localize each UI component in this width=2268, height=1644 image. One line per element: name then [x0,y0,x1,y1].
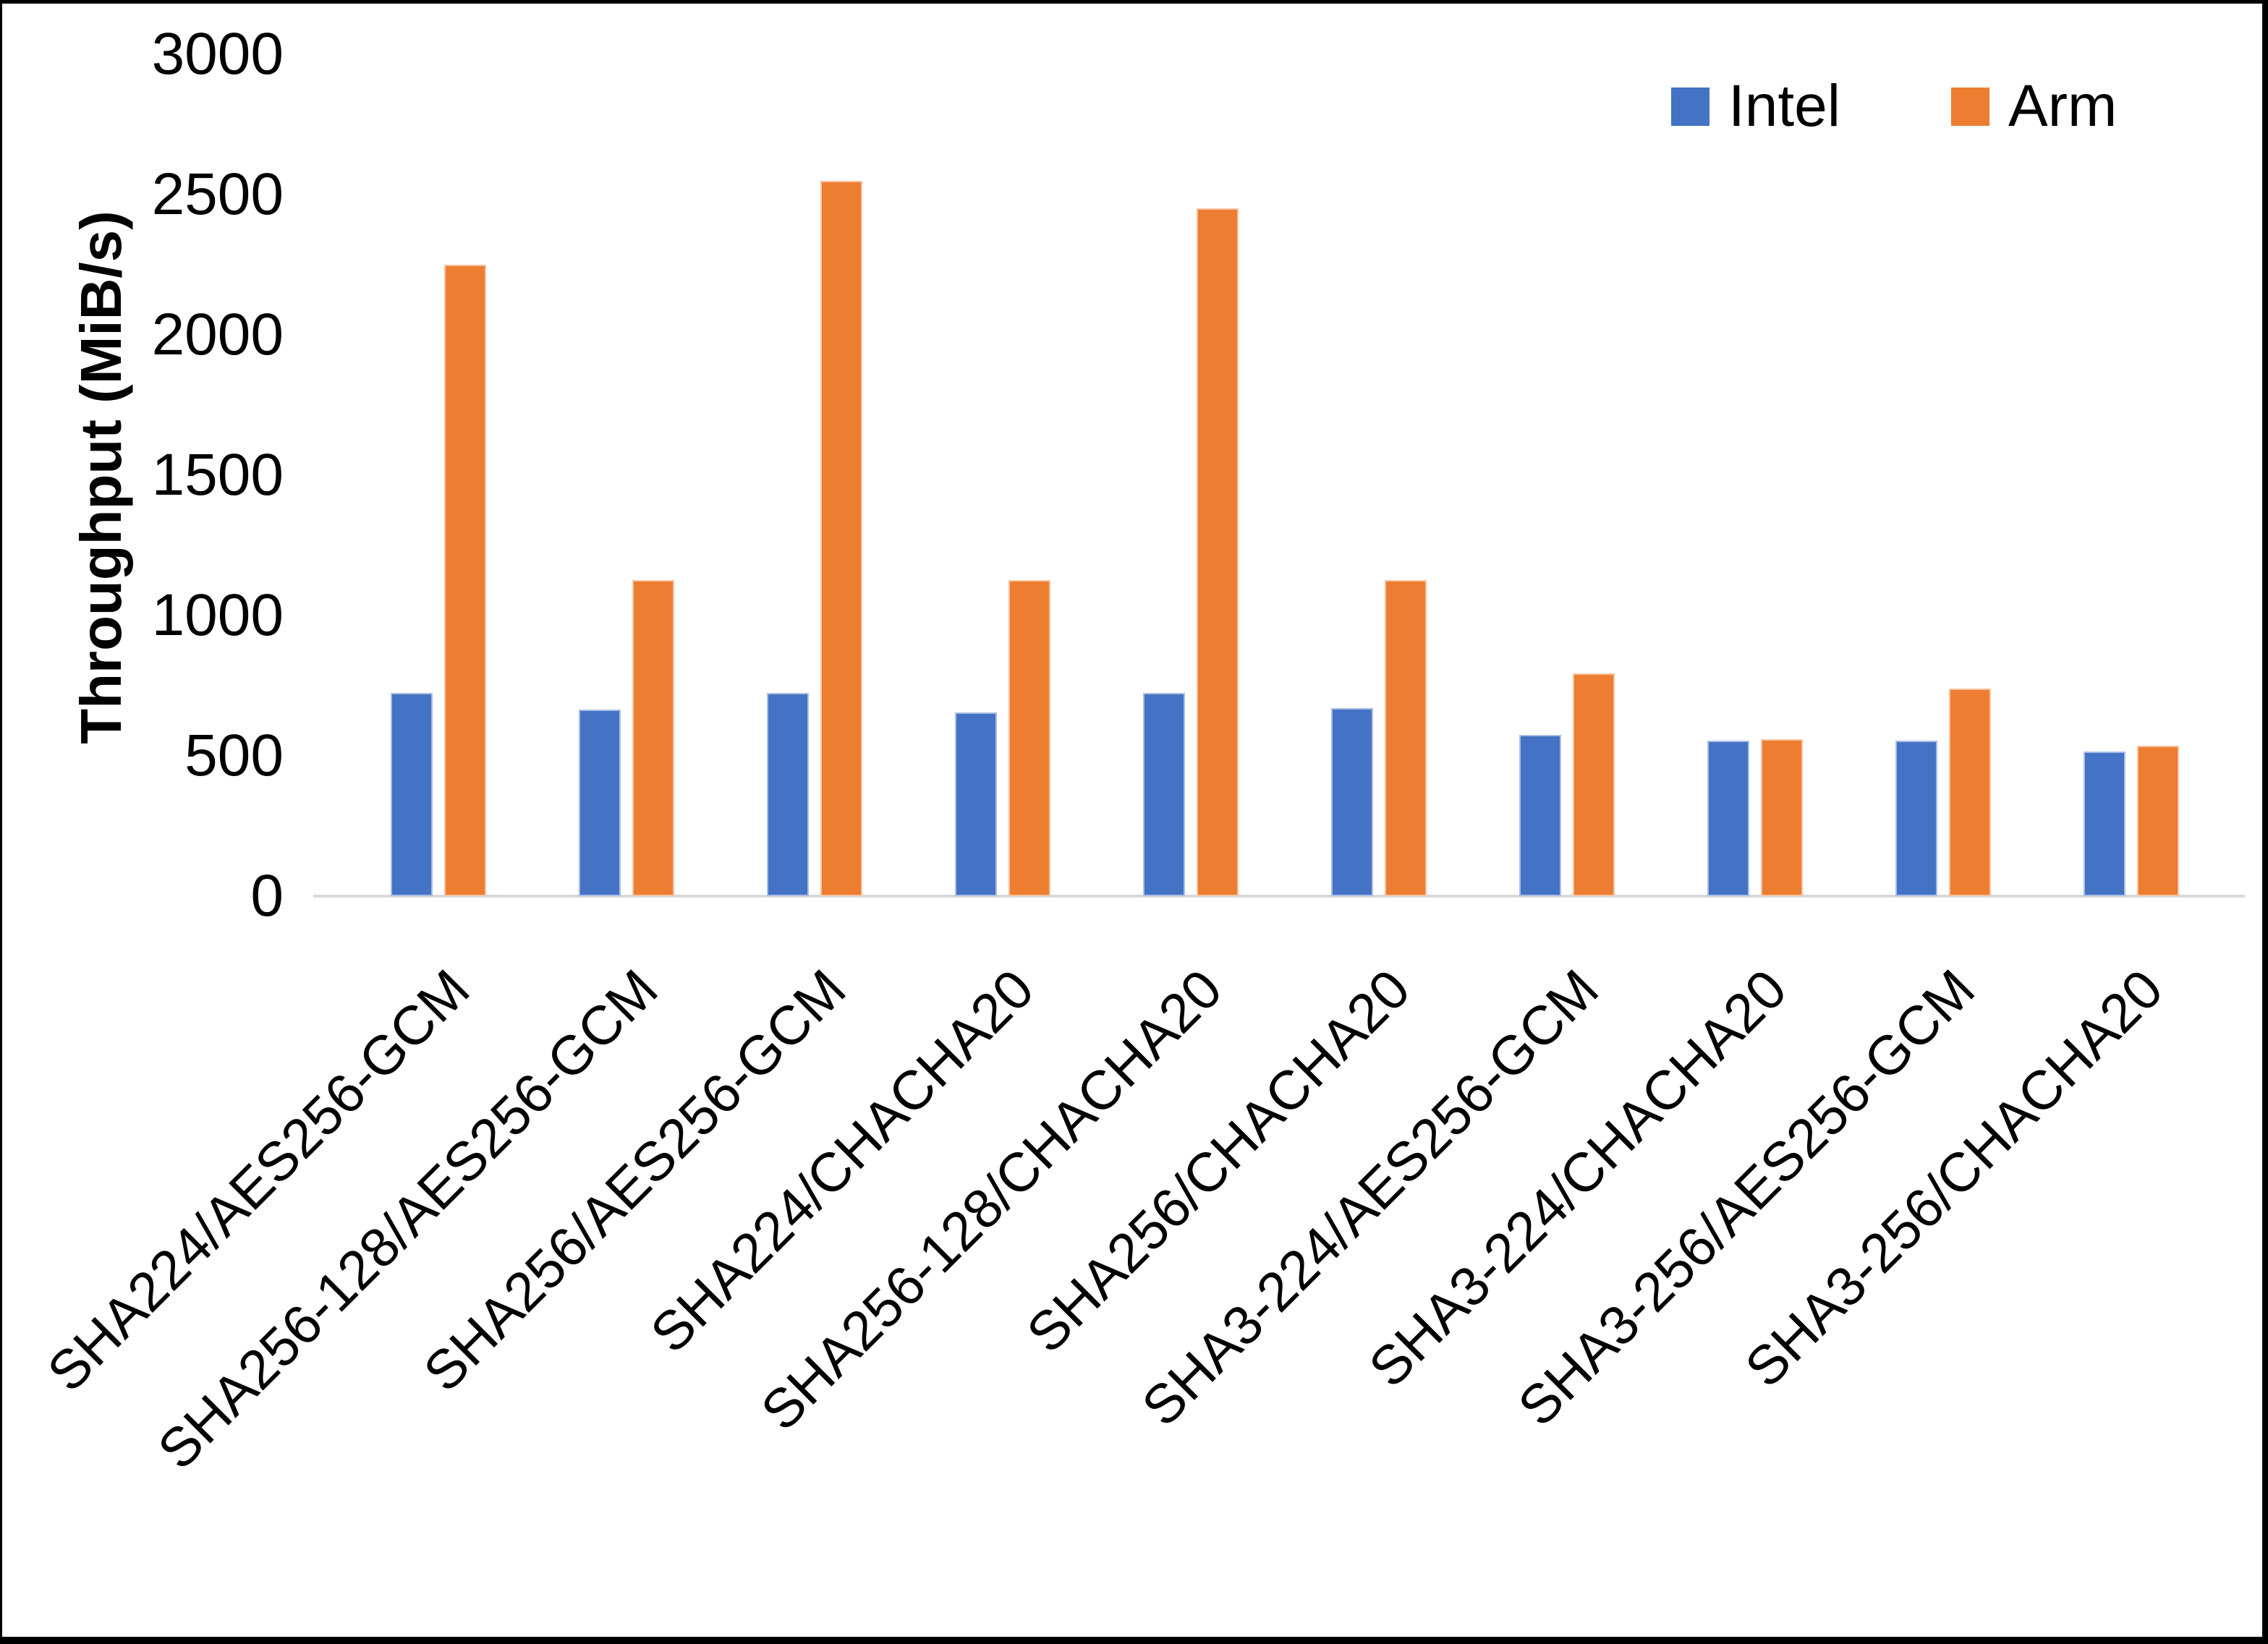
bar-arm-4 [1197,208,1239,896]
bar-arm-7 [1761,739,1803,896]
legend-item-intel: Intel [1671,77,1840,136]
y-tick-label: 1000 [151,582,284,648]
bar-intel-9 [2084,751,2125,896]
y-tick-label: 3000 [151,21,284,87]
bar-arm-2 [820,181,862,896]
x-axis-line [313,895,2245,898]
legend-label: Intel [1728,73,1840,139]
legend-item-arm: Arm [1951,77,2117,136]
figure-border-top [0,0,2268,4]
figure-border-left [0,0,2,1644]
bar-arm-6 [1573,673,1615,896]
y-tick-label: 2500 [151,161,284,227]
bar-arm-9 [2137,746,2179,896]
bar-intel-0 [391,693,433,896]
bar-arm-5 [1385,580,1427,896]
y-tick-label: 1500 [151,442,284,508]
figure-border-right [2262,0,2268,1644]
bar-intel-4 [1143,693,1185,896]
bar-arm-3 [1008,580,1050,896]
y-tick-label: 2000 [151,302,284,367]
x-category-label: SHA256/CHACHA20 [1015,958,1422,1365]
y-tick-label: 0 [250,863,284,929]
legend-swatch-arm [1951,87,1989,126]
x-category-label: SHA224/CHACHA20 [639,958,1046,1365]
y-axis-title: Throughput (MiB/s) [69,210,133,744]
y-tick-label: 500 [184,723,284,788]
legend-label: Arm [2008,73,2118,139]
bar-intel-2 [767,693,809,896]
figure-border-bottom [0,1637,2268,1644]
bar-intel-3 [955,712,997,896]
bar-intel-1 [579,710,621,896]
bar-intel-8 [1895,741,1937,896]
bar-arm-8 [1949,689,1991,896]
bar-intel-5 [1331,708,1373,896]
legend-swatch-intel [1671,87,1710,126]
bar-intel-6 [1519,735,1561,896]
bar-arm-1 [632,580,674,896]
bar-arm-0 [444,265,486,896]
bar-intel-7 [1707,741,1749,896]
